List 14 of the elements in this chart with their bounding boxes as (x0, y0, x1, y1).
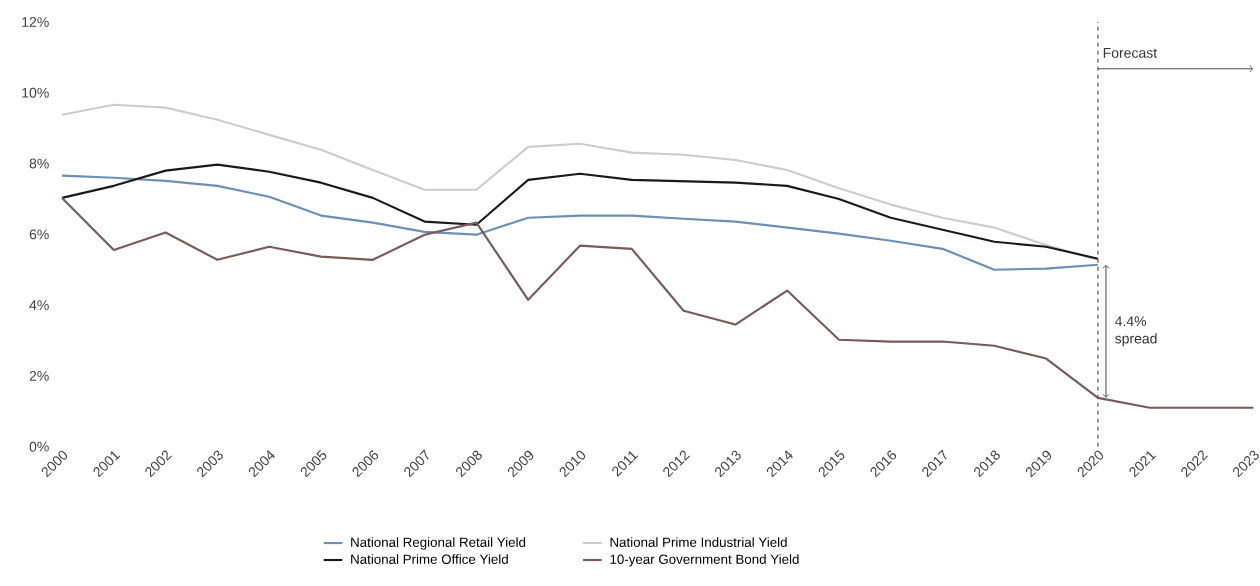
legend-label: National Prime Industrial Yield (610, 537, 787, 547)
annotation: 4.4% spread (1114, 316, 1157, 347)
y-tick-label: 4% (29, 300, 49, 311)
legend-label: National Regional Retail Yield (351, 537, 526, 550)
y-tick-label: 2% (29, 370, 49, 381)
line-series (60, 103, 1100, 261)
y-tick-label: 8% (29, 158, 49, 169)
ref-line-label: Forecast (1103, 48, 1158, 58)
y-tick-label: 10% (22, 87, 49, 98)
legend-label: National Prime Office Yield (351, 554, 508, 564)
y-tick-label: 12% (22, 17, 49, 27)
y-tick-label: 6% (29, 229, 49, 240)
legend-label: 10-year Government Bond Yield (610, 554, 799, 567)
y-tick-label: 0% (29, 441, 49, 452)
